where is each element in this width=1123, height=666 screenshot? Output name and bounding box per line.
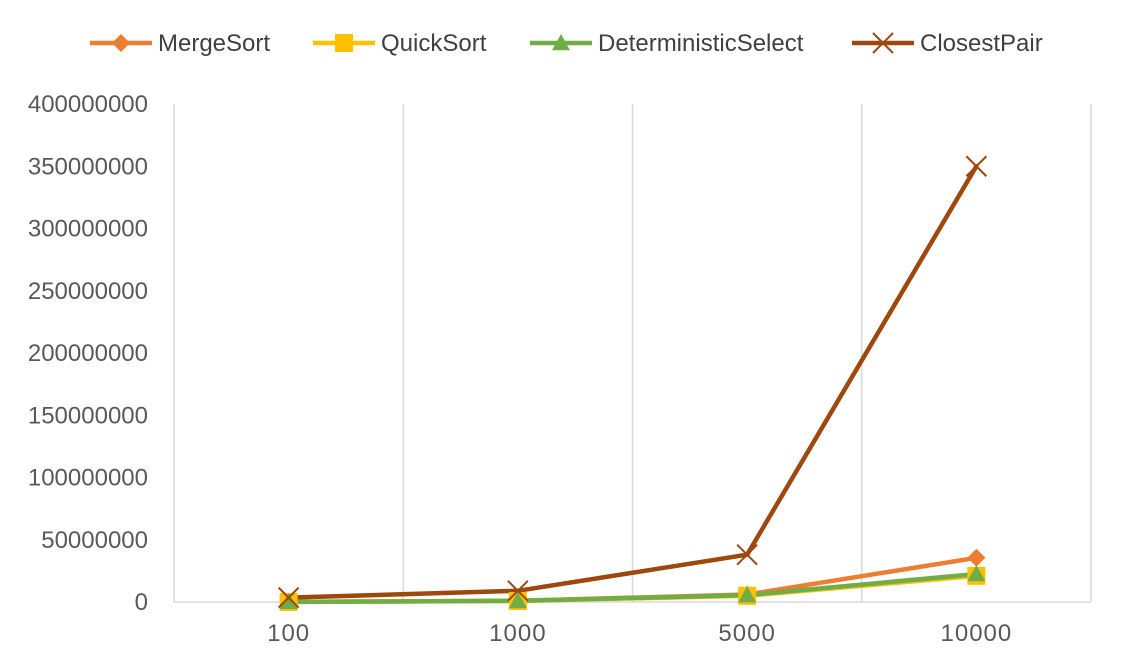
data-point-mergesort bbox=[967, 548, 986, 567]
legend-label-mergesort: MergeSort bbox=[158, 30, 270, 57]
legend-item-deterministicselect: DeterministicSelect bbox=[530, 30, 804, 57]
y-tick-label: 0 bbox=[135, 589, 148, 616]
legend-label-deterministicselect: DeterministicSelect bbox=[598, 30, 804, 57]
x-tick-label: 1000 bbox=[489, 620, 546, 647]
legend-label-quicksort: QuickSort bbox=[381, 30, 487, 57]
data-point-closestpair bbox=[507, 580, 529, 602]
legend: MergeSort QuickSort DeterministicSelect Clo… bbox=[90, 30, 1043, 57]
legend-marker-quicksort bbox=[335, 34, 353, 52]
data-point-closestpair bbox=[736, 543, 758, 566]
legend-marker-mergesort bbox=[112, 34, 130, 52]
y-tick-label: 400000000 bbox=[28, 91, 148, 118]
x-tick-label: 100 bbox=[267, 620, 310, 647]
y-tick-label: 300000000 bbox=[28, 216, 148, 243]
legend-item-quicksort: QuickSort bbox=[313, 30, 487, 57]
x-tick-label: 5000 bbox=[718, 620, 775, 647]
y-tick-label: 200000000 bbox=[28, 340, 148, 367]
x-axis: 100 1000 5000 10000 bbox=[267, 620, 1013, 647]
legend-label-closestpair: ClosestPair bbox=[920, 30, 1043, 57]
data-point-deterministicselect bbox=[738, 586, 757, 603]
data-point-deterministicselect bbox=[508, 591, 527, 609]
data-point-deterministicselect bbox=[967, 564, 986, 582]
x-tick-label: 10000 bbox=[941, 620, 1013, 647]
legend-marker-deterministicselect bbox=[552, 34, 570, 51]
y-axis: 0 50000000 100000000 150000000 200000000 2500… bbox=[28, 91, 148, 616]
data-point-deterministicselect bbox=[279, 592, 298, 610]
data-point-closestpair bbox=[965, 155, 988, 177]
legend-item-closestpair: ClosestPair bbox=[852, 30, 1043, 57]
series-line-closestpair bbox=[286, 164, 979, 600]
y-tick-label: 250000000 bbox=[28, 278, 148, 305]
y-tick-label: 100000000 bbox=[28, 465, 148, 492]
series-lines bbox=[286, 164, 979, 605]
legend-item-mergesort: MergeSort bbox=[90, 30, 270, 57]
y-tick-label: 50000000 bbox=[41, 527, 148, 554]
y-tick-label: 150000000 bbox=[28, 402, 148, 429]
data-point-closestpair bbox=[277, 586, 300, 609]
series-line-deterministicselect bbox=[286, 571, 979, 605]
y-tick-label: 350000000 bbox=[28, 153, 148, 180]
grid bbox=[173, 104, 1092, 603]
legend-marker-closestpair bbox=[872, 32, 894, 54]
series-markers bbox=[277, 155, 988, 611]
